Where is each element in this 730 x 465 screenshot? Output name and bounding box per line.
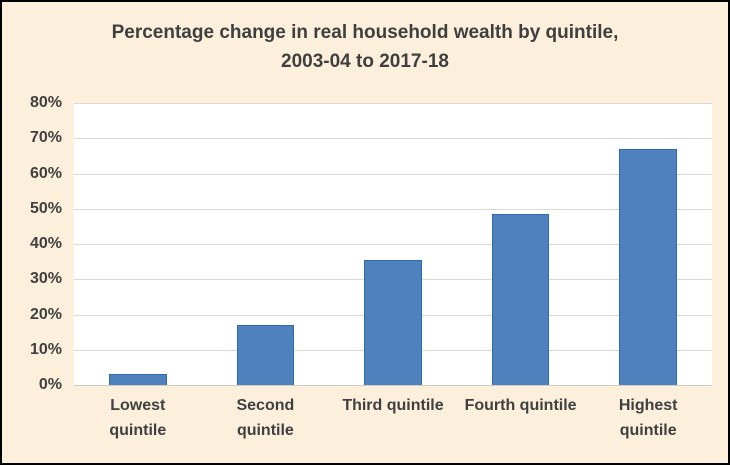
plot-area	[74, 103, 712, 386]
x-label-fourth-quintile: Fourth quintile	[464, 397, 577, 414]
chart-title: Percentage change in real household weal…	[111, 22, 619, 72]
bars-layer	[74, 103, 712, 385]
y-axis: 0% 10% 20% 30% 40% 50% 60% 70% 80%	[2, 94, 64, 393]
x-label-third-quintile: Third quintile	[342, 397, 444, 414]
bar-slot-1	[202, 103, 330, 385]
y-tick-label-60: 60%	[29, 164, 62, 182]
y-tick-label-10: 10%	[29, 340, 62, 358]
bar-lowest-quintile	[109, 374, 167, 385]
x-label-highest-quintile: Highest quintile	[618, 397, 678, 439]
x-label-lowest-quintile: Lowest quintile	[109, 397, 167, 439]
gridline-40	[74, 244, 712, 245]
bar-slot-4	[584, 103, 712, 385]
bar-slot-0	[74, 103, 202, 385]
y-tick-label-30: 30%	[29, 270, 62, 288]
y-tick-label-80: 80%	[29, 94, 62, 111]
bar-highest-quintile	[619, 148, 677, 385]
y-tick-label-40: 40%	[29, 235, 62, 252]
x-label-second-quintile: Second quintile	[236, 397, 295, 439]
bar-fourth-quintile	[491, 214, 550, 385]
gridline-50	[74, 208, 712, 210]
gridline-70	[74, 138, 712, 140]
bar-third-quintile	[364, 259, 422, 385]
y-tick-label-20: 20%	[29, 305, 62, 323]
x-axis: Lowest quintile Second quintile Third quin…	[74, 394, 712, 444]
y-tick-label-0: 0%	[38, 376, 62, 393]
bar-second-quintile	[236, 325, 295, 385]
bar-slot-3	[457, 103, 585, 385]
y-tick-label-70: 70%	[29, 129, 62, 147]
gridline-60	[74, 173, 712, 175]
gridline-80	[74, 103, 712, 104]
y-tick-label-50: 50%	[29, 199, 62, 217]
bar-slot-2	[329, 103, 457, 385]
